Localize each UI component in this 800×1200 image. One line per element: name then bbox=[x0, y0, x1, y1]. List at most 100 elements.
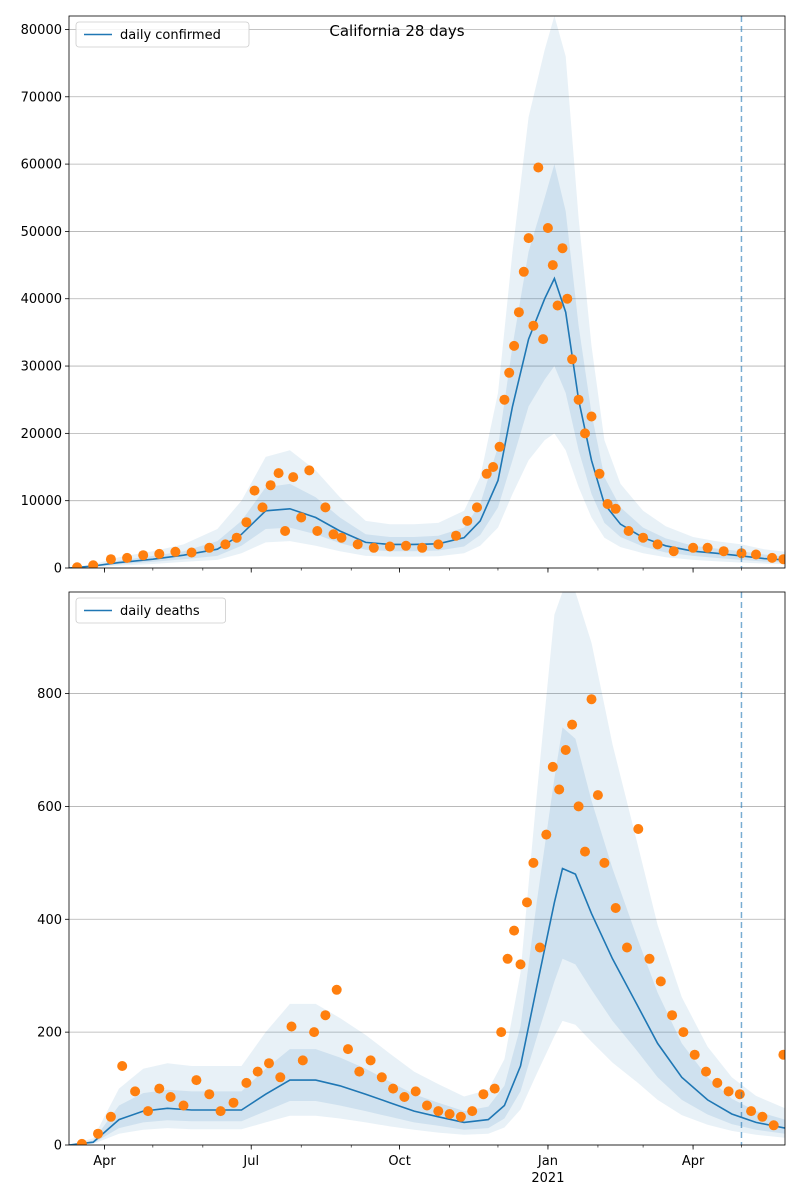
deaths-data-point bbox=[130, 1086, 141, 1097]
confirmed-data-point bbox=[231, 532, 242, 543]
deaths-data-point bbox=[178, 1100, 189, 1111]
confirmed-data-point bbox=[623, 526, 634, 536]
confirmed-data-point bbox=[186, 547, 197, 558]
deaths-data-point bbox=[515, 959, 526, 970]
deaths-data-point bbox=[592, 790, 603, 801]
confirmed-legend-box bbox=[75, 21, 250, 48]
confirmed-data-point bbox=[688, 542, 699, 553]
deaths-data-point bbox=[376, 1072, 387, 1083]
confirmed-data-point bbox=[72, 562, 83, 568]
deaths-xtick-label: Oct bbox=[388, 1154, 410, 1169]
confirmed-ytick-label: 20000 bbox=[21, 427, 62, 442]
confirmed-ytick-label: 70000 bbox=[21, 90, 62, 105]
confirmed-ytick-label: 30000 bbox=[21, 360, 62, 375]
deaths-data-point bbox=[701, 1066, 711, 1077]
deaths-data-point bbox=[580, 846, 590, 857]
confirmed-data-point bbox=[586, 411, 597, 422]
deaths-model-line bbox=[69, 867, 785, 1145]
confirmed-data-point bbox=[718, 546, 729, 557]
confirmed-data-point bbox=[352, 539, 363, 550]
deaths-data-point bbox=[309, 1027, 320, 1038]
deaths-ytick-label: 0 bbox=[54, 1139, 62, 1154]
confirmed-data-point bbox=[562, 293, 573, 304]
deaths-data-point bbox=[388, 1083, 399, 1094]
confirmed-data-point bbox=[241, 517, 252, 528]
deaths-data-point bbox=[264, 1058, 274, 1069]
deaths-data-point bbox=[191, 1075, 202, 1086]
confirmed-ytick-label: 50000 bbox=[21, 225, 62, 240]
deaths-xtick-label: Jul bbox=[242, 1154, 259, 1169]
confirmed-data-point bbox=[610, 503, 621, 514]
confirmed-data-point bbox=[265, 480, 276, 491]
deaths-legend-box bbox=[75, 597, 227, 624]
deaths-data-point bbox=[599, 857, 610, 868]
deaths-data-point bbox=[286, 1021, 297, 1032]
confirmed-data-point bbox=[384, 541, 395, 552]
confirmed-legend: daily confirmed bbox=[75, 21, 250, 48]
confirmed-data-point bbox=[288, 472, 299, 483]
confirmed-data-point bbox=[638, 532, 649, 543]
confirmed-data-point bbox=[368, 542, 379, 553]
deaths-data-point bbox=[541, 829, 552, 840]
confirmed-data-point bbox=[320, 502, 331, 513]
confirmed-data-point bbox=[767, 552, 778, 563]
confirmed-data-point bbox=[273, 468, 284, 479]
confirmed-data-point bbox=[401, 540, 411, 551]
confirmed-data-point bbox=[481, 468, 492, 479]
deaths-data-point bbox=[275, 1072, 286, 1083]
deaths-data-point bbox=[509, 925, 520, 936]
deaths-legend-label: daily deaths bbox=[120, 604, 200, 619]
confirmed-data-point bbox=[88, 560, 99, 568]
deaths-data-point bbox=[655, 976, 666, 987]
confirmed-ytick-label: 80000 bbox=[21, 23, 62, 38]
confirmed-ytick-label: 10000 bbox=[21, 494, 62, 509]
confirmed-data-point bbox=[154, 548, 165, 559]
confirmed-data-point bbox=[736, 548, 747, 559]
confirmed-data-point bbox=[542, 223, 553, 233]
deaths-data-point bbox=[354, 1066, 365, 1077]
deaths-data-point bbox=[689, 1049, 700, 1060]
deaths-data-point bbox=[215, 1106, 226, 1117]
confirmed-data-point bbox=[257, 502, 268, 513]
deaths-data-point bbox=[228, 1097, 239, 1108]
confirmed-ytick-label: 60000 bbox=[21, 158, 62, 173]
deaths-data-point bbox=[252, 1066, 263, 1077]
deaths-data-point bbox=[610, 903, 621, 913]
deaths-data-point bbox=[331, 984, 342, 995]
confirmed-data-point bbox=[336, 532, 347, 543]
deaths-data-point bbox=[644, 953, 655, 964]
confirmed-data-point bbox=[668, 546, 679, 557]
confirmed-data-point bbox=[494, 441, 505, 452]
deaths-data-point bbox=[573, 801, 584, 812]
confirmed-data-point bbox=[533, 162, 544, 173]
chart-title: California 28 days bbox=[329, 22, 464, 40]
deaths-data-point bbox=[734, 1089, 745, 1100]
deaths-data-point bbox=[522, 897, 532, 908]
deaths-data-point bbox=[678, 1027, 689, 1038]
confirmed-data-point bbox=[462, 515, 473, 526]
deaths-data-point bbox=[633, 824, 644, 834]
deaths-data-point bbox=[712, 1077, 723, 1088]
confirmed-data-point bbox=[518, 266, 529, 277]
deaths-data-point bbox=[489, 1083, 500, 1094]
deaths-data-point bbox=[554, 784, 565, 795]
confirmed-data-point bbox=[523, 233, 534, 244]
deaths-legend: daily deaths bbox=[75, 597, 227, 624]
confirmed-data-point bbox=[249, 485, 260, 496]
confirmed-data-point bbox=[552, 300, 563, 311]
confirmed-legend-label: daily confirmed bbox=[120, 28, 221, 43]
deaths-data-point bbox=[528, 857, 539, 868]
confirmed-ytick-label: 40000 bbox=[21, 292, 62, 307]
deaths-data-point bbox=[586, 694, 597, 705]
confirmed-data-point bbox=[328, 529, 339, 540]
deaths-data-point bbox=[422, 1100, 432, 1111]
confirmed-data-point bbox=[573, 394, 584, 405]
deaths-xtick-label: Apr bbox=[93, 1154, 116, 1169]
confirmed-ytick-label: 0 bbox=[54, 562, 62, 577]
deaths-data-point bbox=[444, 1109, 455, 1119]
deaths-data-point bbox=[365, 1055, 376, 1066]
confirmed-data-point bbox=[488, 462, 499, 472]
confirmed-data-point bbox=[580, 428, 590, 439]
deaths-data-point bbox=[502, 953, 513, 964]
